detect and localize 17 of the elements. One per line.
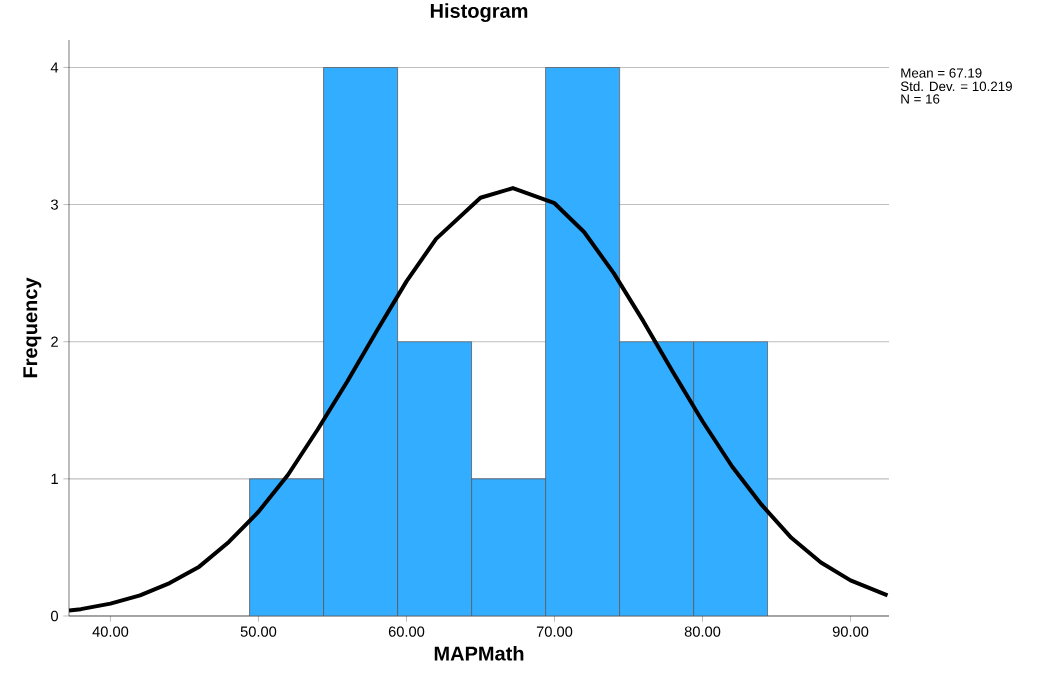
y-tick-label: 0 — [51, 610, 59, 622]
text: Mean = 67.19 — [901, 68, 982, 78]
x-tick-label: 40.00 — [92, 626, 129, 637]
y-tick-label: 3 — [51, 199, 58, 210]
x-tick-label: 50.00 — [240, 626, 277, 637]
text: Std. Dev. = 10.219 — [900, 81, 1012, 92]
x-tick-label: 70.00 — [536, 626, 573, 637]
text: N = 16 — [901, 94, 940, 104]
y-tick-label: 1 — [51, 473, 58, 484]
chart-title: Histogram — [430, 3, 528, 22]
y-tick-label: 4 — [50, 62, 59, 73]
x-axis-title: MAPMath — [434, 645, 524, 661]
x-tick-label: 60.00 — [388, 626, 425, 637]
x-tick-label: 90.00 — [832, 626, 869, 637]
x-tick-label: 80.00 — [684, 626, 721, 637]
y-axis-title: Frequency — [23, 277, 42, 378]
y-tick-label: 2 — [51, 336, 58, 347]
